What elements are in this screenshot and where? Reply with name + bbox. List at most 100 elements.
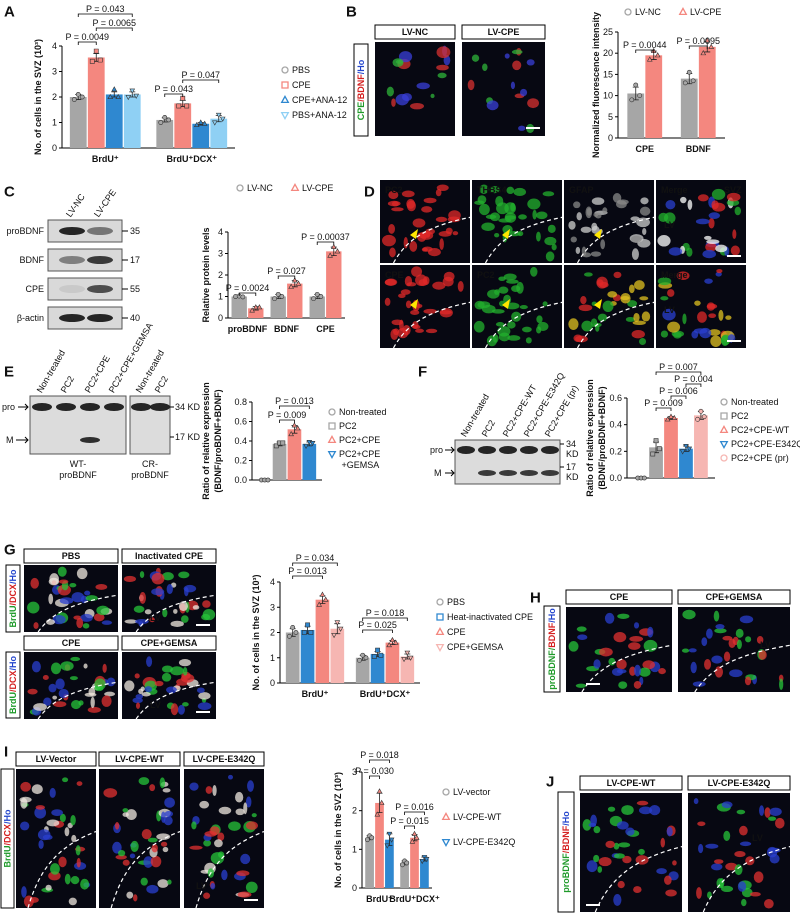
p-value: P = 0.009 (268, 410, 307, 420)
cell (416, 82, 430, 90)
x-tick-label: BrdU⁺ (92, 154, 119, 164)
cell (536, 211, 548, 220)
cell (734, 206, 741, 216)
cell (576, 212, 582, 221)
significance-bracket (77, 13, 133, 17)
cell (58, 579, 69, 584)
cell (726, 192, 741, 202)
cell (132, 697, 143, 704)
legend-marker (720, 398, 728, 406)
cell (93, 613, 105, 622)
cell (122, 808, 129, 813)
legend-label: CPE+ANA-12 (292, 95, 347, 105)
cell (600, 239, 606, 250)
ventricle-border (576, 301, 655, 349)
image-title: PBS (62, 551, 81, 561)
cell (494, 289, 500, 295)
cell (471, 54, 480, 62)
cell (660, 296, 669, 301)
cell (596, 276, 608, 289)
cell (736, 639, 742, 650)
cell (182, 702, 189, 707)
data-point (287, 633, 292, 639)
cell (436, 64, 449, 71)
cell (164, 797, 175, 808)
band-arrow (445, 469, 455, 477)
significance-bracket (95, 27, 133, 31)
cell (696, 887, 702, 899)
cell (618, 842, 631, 848)
legend-label: LV-NC (635, 7, 661, 17)
cell (511, 311, 522, 322)
bar (272, 443, 287, 480)
p-value: P = 0.0044 (623, 40, 667, 50)
cell (491, 309, 505, 314)
legend-marker (327, 435, 337, 444)
channel-label: Merge (661, 185, 688, 195)
cell (485, 214, 497, 220)
size-label: 34 KD (175, 402, 201, 412)
cell (613, 853, 625, 859)
cell (657, 277, 672, 286)
data-point (288, 283, 294, 289)
cell (756, 635, 764, 644)
blot-band (478, 446, 496, 454)
region-label: LV (752, 833, 763, 843)
p-value: P = 0.006 (659, 386, 698, 396)
arrowhead (502, 299, 510, 309)
data-point (327, 252, 333, 258)
cell (711, 200, 719, 210)
cell (633, 886, 642, 894)
cell (439, 308, 453, 318)
cell (390, 328, 399, 340)
cell (126, 891, 134, 899)
data-point (334, 248, 341, 254)
stain-box (0, 768, 15, 909)
cell (621, 805, 634, 816)
legend-label-line: +GEMSA (339, 460, 379, 470)
cell (591, 197, 605, 205)
data-point (316, 601, 322, 607)
size-label: 40 (130, 313, 140, 323)
cell (210, 882, 216, 890)
cell (602, 207, 608, 214)
y-tick-label: 0.2 (234, 456, 247, 466)
cell (545, 251, 555, 262)
cell (613, 632, 627, 643)
cell (198, 692, 211, 700)
cell (629, 635, 644, 642)
data-point (305, 622, 310, 628)
significance-bracket (685, 383, 702, 387)
cell (438, 230, 452, 237)
cell (532, 209, 537, 220)
group-label: WT- (70, 459, 87, 469)
cell (711, 188, 726, 200)
data-point (423, 857, 430, 863)
bar (698, 46, 716, 139)
cell (146, 884, 159, 894)
cell (612, 193, 622, 203)
data-point (363, 655, 369, 661)
significance-bracket (688, 45, 708, 49)
cell (715, 624, 725, 630)
panel-letter: A (4, 4, 15, 21)
cell (593, 854, 600, 863)
cell (686, 247, 693, 257)
cell (708, 218, 715, 229)
data-point (401, 657, 407, 663)
cell (240, 853, 251, 865)
cell (430, 93, 435, 99)
y-tick-label: 0.4 (234, 436, 247, 446)
cell (617, 613, 630, 619)
channel-label: PC2 (385, 185, 403, 195)
bar (287, 283, 303, 318)
cell (576, 626, 587, 632)
cell (149, 617, 155, 623)
cell (42, 674, 49, 681)
legend-marker (719, 425, 729, 434)
image-title-box (183, 751, 265, 767)
stain-part: BDNF (547, 622, 557, 647)
data-point (301, 630, 307, 635)
legend-label-line: PC2+CPE (339, 449, 380, 459)
cell (713, 859, 724, 864)
